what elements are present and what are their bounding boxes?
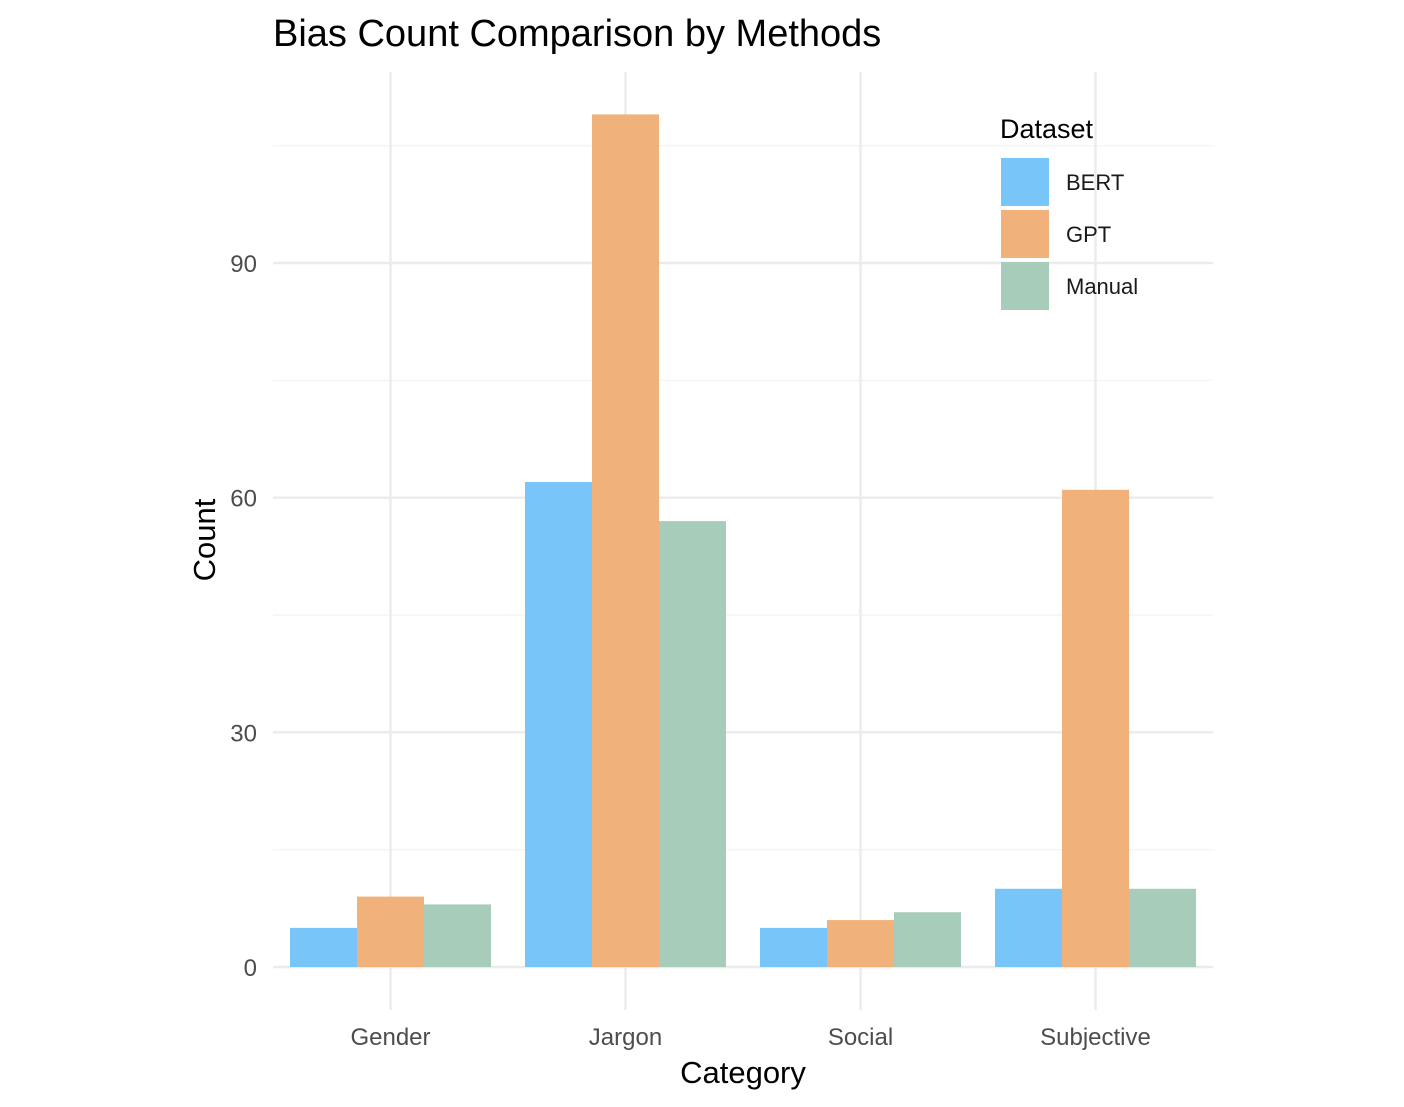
bar-bert-gender (290, 927, 357, 967)
legend: Dataset BERT GPT Manual (1000, 114, 1138, 310)
legend-label-gpt: GPT (1066, 222, 1111, 247)
y-tick-label: 90 (230, 251, 257, 278)
bar-manual-subjective (1129, 888, 1196, 967)
x-tick-label: Subjective (1040, 1024, 1151, 1051)
y-tick-label: 0 (244, 955, 257, 982)
bar-manual-gender (424, 904, 491, 967)
bar-gpt-gender (357, 896, 424, 967)
y-axis-title: Count (187, 498, 222, 581)
bar-bert-subjective (995, 888, 1062, 967)
bar-gpt-jargon (592, 114, 659, 967)
x-axis-title: Category (680, 1055, 806, 1090)
legend-swatch-bert (1001, 158, 1049, 206)
bars (290, 114, 1196, 967)
x-tick-label: Gender (350, 1024, 430, 1051)
y-tick-label: 30 (230, 720, 257, 747)
y-tick-label: 60 (230, 486, 257, 513)
x-tick-label: Social (828, 1024, 893, 1051)
x-axis-ticks: Gender Jargon Social Subjective (350, 1024, 1150, 1051)
x-tick-label: Jargon (589, 1024, 662, 1051)
bar-bert-jargon (525, 482, 592, 967)
chart-title: Bias Count Comparison by Methods (273, 13, 881, 55)
legend-swatch-manual (1001, 262, 1049, 310)
legend-label-bert: BERT (1066, 170, 1124, 195)
legend-title: Dataset (1000, 114, 1094, 144)
y-axis-ticks: 0 30 60 90 (230, 251, 257, 982)
bar-gpt-social (827, 920, 894, 967)
bar-manual-social (894, 912, 961, 967)
bar-bert-social (760, 927, 827, 967)
legend-label-manual: Manual (1066, 274, 1138, 299)
bar-manual-jargon (659, 521, 726, 967)
legend-swatch-gpt (1001, 210, 1049, 258)
bar-gpt-subjective (1062, 489, 1129, 967)
